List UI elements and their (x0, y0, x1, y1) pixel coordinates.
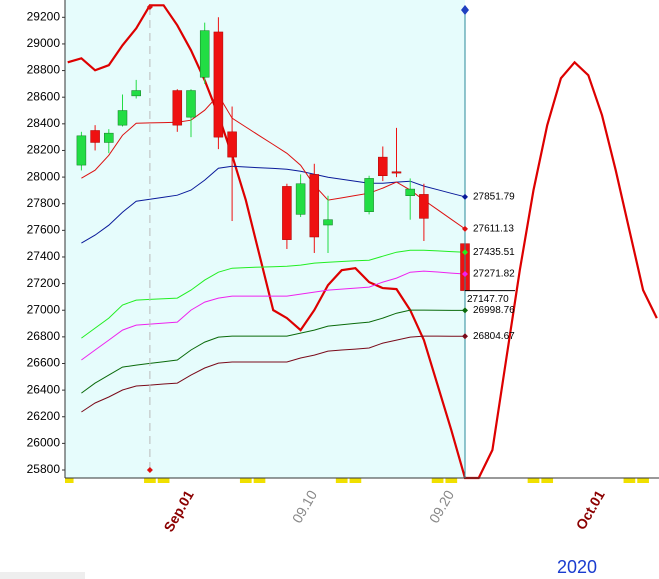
last-value-label: 27271.82 (473, 269, 515, 280)
candle-body (199, 30, 210, 78)
last-value-label: 27851.79 (473, 191, 515, 202)
last-value-marker (462, 333, 468, 340)
candle-body (186, 90, 196, 118)
y-tick-label: 27000 (27, 302, 61, 316)
cycle-peak-marker (146, 467, 153, 473)
last-value-label: 26804.67 (473, 331, 515, 342)
x-tick-label: Sep.01 (160, 487, 197, 534)
weekend-marker (637, 478, 649, 483)
y-tick-label: 29000 (27, 36, 61, 50)
y-tick-label: 28800 (27, 63, 61, 77)
last-value-label: 27611.13 (473, 224, 514, 235)
candle-body (227, 131, 237, 158)
y-tick-label: 26400 (27, 382, 61, 396)
weekend-marker (335, 478, 348, 483)
candle-body (378, 156, 388, 177)
candle-body (131, 90, 141, 97)
y-tick-label: 28400 (27, 116, 61, 130)
ma-line (81, 270, 466, 361)
last-close-label: 27147.70 (467, 294, 509, 305)
x-tick-label: 09.20 (426, 487, 457, 526)
weekend-marker (253, 478, 266, 483)
y-tick-label: 26600 (27, 356, 61, 370)
y-tick-label: 28600 (27, 89, 61, 103)
year-label: 2020 (557, 557, 597, 577)
x-tick-label: 09.10 (289, 487, 320, 526)
candle-body (364, 178, 374, 212)
weekend-marker (65, 478, 74, 483)
y-tick-label: 27600 (27, 223, 61, 237)
candle-body (323, 219, 333, 226)
ma-line (81, 165, 466, 244)
weekend-marker (239, 478, 252, 483)
plot-background (65, 0, 465, 478)
last-value-label: 26998.76 (473, 305, 515, 316)
weekend-marker (144, 478, 156, 483)
y-tick-label: 27200 (27, 276, 61, 290)
y-tick-label: 28000 (27, 169, 61, 183)
weekend-marker (623, 478, 636, 483)
footer-strip (0, 572, 85, 579)
y-tick-label: 28200 (27, 143, 61, 157)
candle-body (172, 90, 183, 126)
cycle-line (67, 4, 658, 480)
y-tick-label: 27800 (27, 196, 61, 210)
y-tick-label: 25800 (27, 462, 61, 476)
last-value-marker (462, 307, 468, 314)
last-value-marker (462, 249, 468, 256)
plot (65, 4, 658, 483)
candle-body (282, 186, 292, 240)
ma-line (81, 309, 465, 394)
ma-line (81, 94, 466, 230)
candle-body (213, 31, 224, 138)
candle-body (104, 132, 114, 143)
weekend-marker (541, 478, 554, 483)
ma-line (81, 335, 465, 413)
y-tick-label: 27400 (27, 249, 61, 263)
weekend-marker (445, 478, 458, 483)
ma-line (81, 249, 466, 339)
last-value-marker (462, 193, 468, 200)
last-value-label: 27435.51 (473, 247, 515, 258)
x-tick-label: Oct.01 (573, 487, 608, 532)
y-tick-label: 26000 (27, 436, 61, 450)
current-day-marker (461, 5, 469, 15)
candle-body (419, 194, 429, 219)
candle-body (295, 183, 306, 215)
candle-body (309, 174, 320, 238)
cycle-peak-marker (146, 4, 153, 10)
weekend-marker (431, 478, 444, 483)
weekend-marker (527, 478, 540, 483)
y-tick-label: 26800 (27, 329, 61, 343)
y-tick-label: 26200 (27, 409, 61, 423)
candle-body (90, 130, 100, 143)
weekend-marker (349, 478, 362, 483)
last-value-marker (462, 271, 468, 278)
y-tick-label: 29200 (27, 9, 61, 23)
candle-body (117, 110, 128, 126)
weekend-marker (157, 478, 170, 483)
last-value-marker (462, 225, 468, 232)
candle-body (391, 171, 402, 174)
candle-body (76, 135, 87, 166)
candle-body (405, 188, 415, 196)
